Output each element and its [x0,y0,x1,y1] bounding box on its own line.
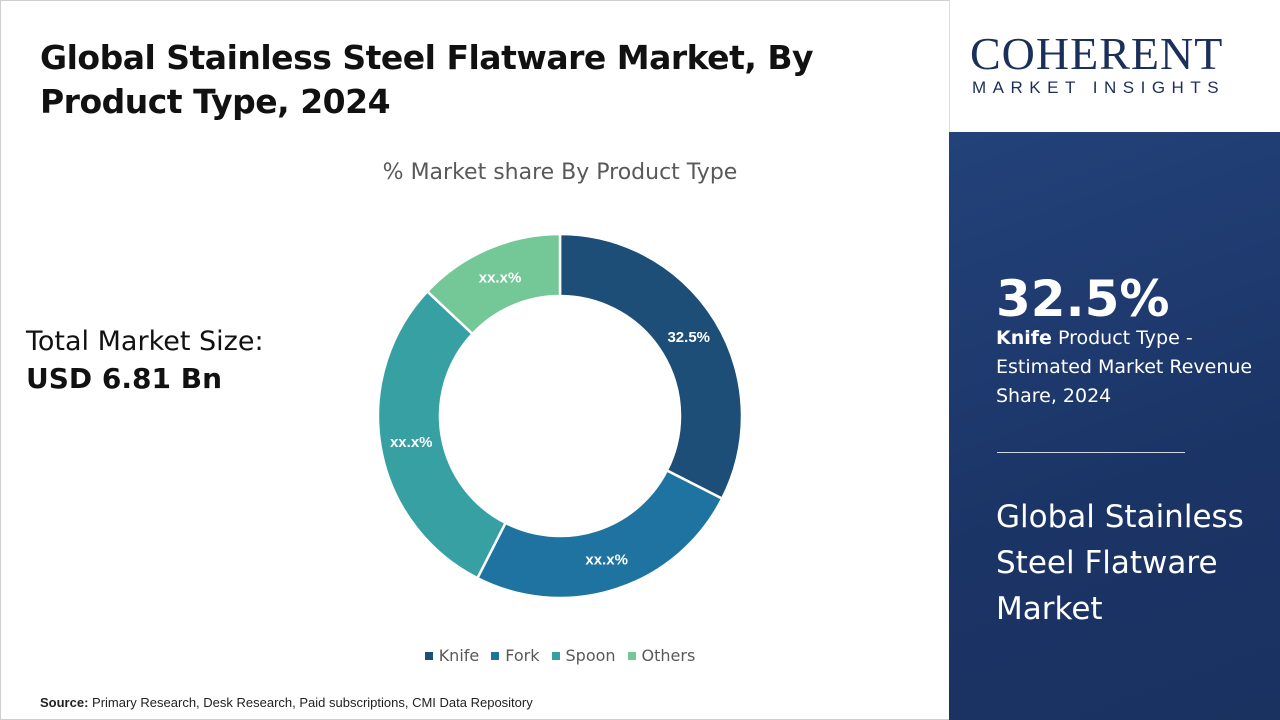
legend-item-spoon: Spoon [551,646,616,665]
legend-item-others: Others [627,646,696,665]
divider [997,452,1185,453]
company-logo: COHERENT MARKET INSIGHTS [949,0,1280,132]
legend-label: Others [641,646,696,665]
legend-label: Fork [505,646,540,665]
legend-swatch [424,651,433,660]
legend-label: Knife [438,646,480,665]
chart-legend: Knife Fork Spoon Others [0,646,1120,665]
chart-title: % Market share By Product Type [382,160,738,185]
highlight-value: 32.5% [996,270,1170,328]
donut-segment-fork [475,468,724,600]
highlight-segment: Knife [996,327,1052,349]
page-title: Global Stainless Steel Flatware Market, … [40,38,814,121]
data-label-fork: xx.x% [585,552,628,569]
donut-segment-others [425,232,562,336]
legend-swatch [627,651,636,660]
donut-segment-spoon [376,289,508,580]
legend-item-fork: Fork [491,646,540,665]
legend-item-knife: Knife [424,646,480,665]
market-name: Global Stainless Steel Flatware Market [996,499,1244,627]
total-market-size-label: Total Market Size: [26,326,264,357]
highlight-description: Knife Product Type - Estimated Market Re… [996,324,1256,411]
data-label-others: xx.x% [479,269,522,286]
legend-swatch [551,651,560,660]
total-market-size-value: USD 6.81 Bn [26,362,222,395]
donut-segment-knife [558,232,744,501]
source-label: Source: [40,695,89,710]
source-note: Source: Primary Research, Desk Research,… [40,695,533,710]
highlight-panel: 32.5% Knife Product Type - Estimated Mar… [949,132,1280,720]
donut-chart: 32.5% xx.x% xx.x% xx.x% [376,232,744,600]
highlight-desc-text: Product Type - Estimated Market Revenue … [996,327,1253,407]
source-text: Primary Research, Desk Research, Paid su… [88,695,533,710]
data-label-spoon: xx.x% [390,434,433,451]
logo-sub-text: MARKET INSIGHTS [972,78,1226,97]
logo-main-text: COHERENT [970,28,1224,79]
legend-swatch [491,651,500,660]
legend-label: Spoon [565,646,616,665]
data-label-knife: 32.5% [667,329,710,346]
